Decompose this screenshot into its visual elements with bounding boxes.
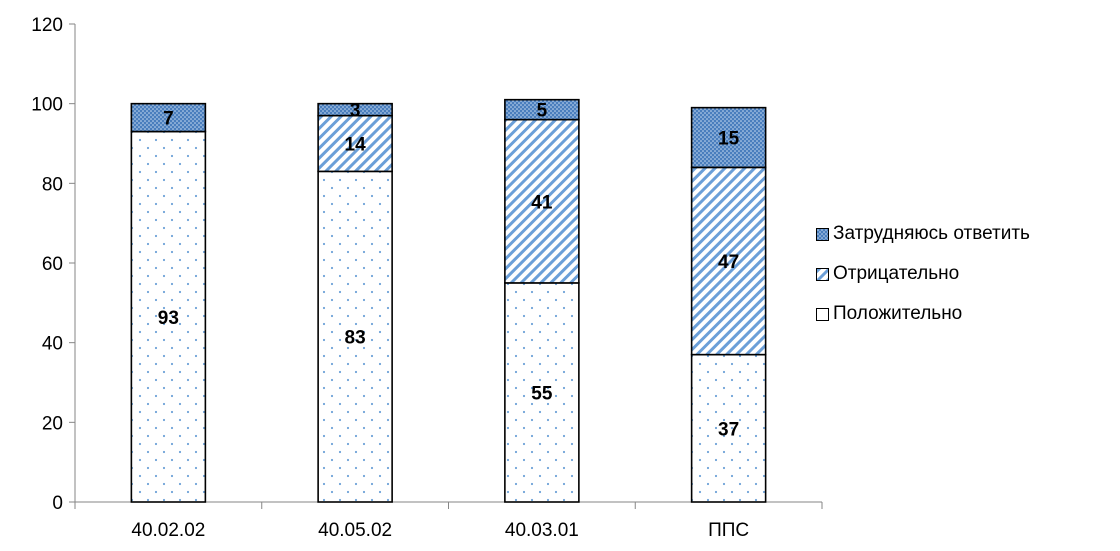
- bar-segment-difficult: [504, 98, 580, 121]
- y-tick-label: 80: [42, 174, 63, 195]
- data-label: 7: [163, 109, 174, 130]
- y-tick-label: 20: [42, 413, 63, 434]
- x-tick-label: 40.05.02: [318, 520, 392, 541]
- y-tick-label: 120: [31, 15, 63, 36]
- bar-segment-difficult: [317, 102, 393, 117]
- x-tick-label: ППС: [708, 520, 749, 541]
- data-label: 5: [537, 101, 548, 122]
- data-label: 83: [345, 328, 366, 349]
- legend-swatch-empty: [816, 307, 829, 321]
- x-tick-label: 40.02.02: [131, 520, 205, 541]
- data-label: 55: [531, 383, 553, 404]
- bar-segment-positive: [130, 130, 207, 503]
- bar-segment-positive: [317, 170, 393, 503]
- bar-segment-difficult: [690, 106, 767, 169]
- data-label: 14: [345, 135, 367, 156]
- data-labels: 93 7 83 14 3 55 41 5 37 47 15: [158, 101, 740, 441]
- data-label: 37: [718, 419, 739, 440]
- bar-segment-negative: [317, 114, 393, 173]
- legend-item-positive: Положительно: [816, 294, 1030, 334]
- axes: 0 20 40 60 80 100 120 40.02.02 40.05.02 40.03.01 П…: [31, 15, 823, 541]
- legend-swatch-hatch: [816, 267, 829, 281]
- data-label: 15: [718, 129, 740, 150]
- legend-label: Затрудняюсь ответить: [833, 223, 1030, 244]
- bars: [130, 98, 767, 503]
- bar-segment-difficult: [130, 102, 207, 133]
- y-tick-label: 100: [31, 95, 63, 116]
- x-tick-label: 40.03.01: [505, 520, 579, 541]
- y-tick-label: 40: [42, 334, 63, 355]
- legend-item-negative: Отрицательно: [816, 254, 1030, 294]
- bar-segment-negative: [504, 118, 580, 284]
- data-label: 93: [158, 308, 179, 329]
- legend: Затрудняюсь ответить Отрицательно Положи…: [816, 214, 1030, 334]
- data-label: 47: [718, 252, 739, 273]
- bar-segment-positive: [690, 353, 767, 503]
- legend-swatch-dense-dots: [816, 227, 829, 241]
- legend-label: Положительно: [833, 303, 963, 324]
- y-tick-label: 60: [42, 254, 63, 275]
- data-label: 3: [350, 101, 361, 122]
- bar-segment-negative: [690, 166, 767, 356]
- y-tick-label: 0: [52, 493, 63, 514]
- data-label: 41: [531, 192, 553, 213]
- legend-label: Отрицательно: [833, 263, 960, 284]
- legend-item-difficult: Затрудняюсь ответить: [816, 214, 1030, 254]
- bar-segment-positive: [504, 282, 580, 503]
